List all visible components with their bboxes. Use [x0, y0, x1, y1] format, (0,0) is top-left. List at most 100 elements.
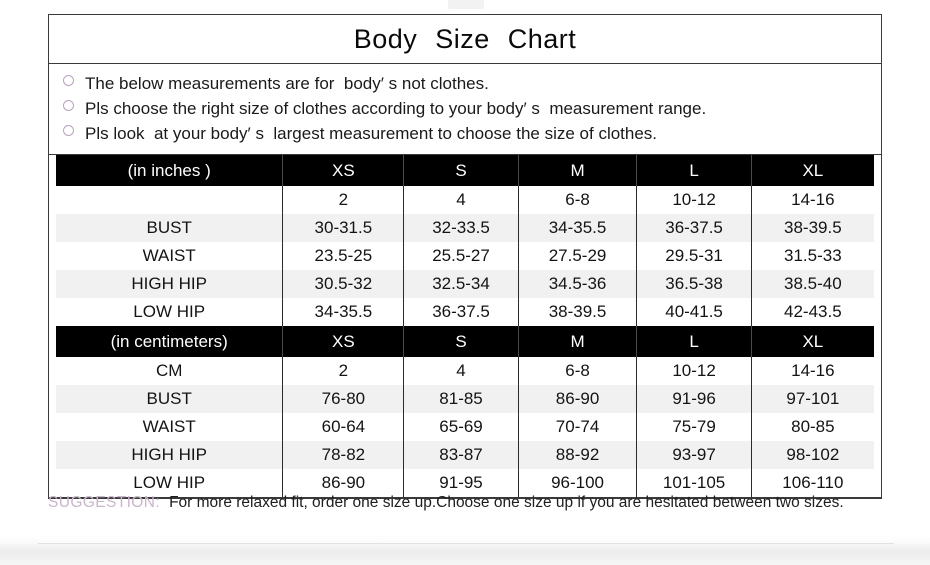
table-row: CM 2 4 6-8 10-12 14-16 [56, 357, 874, 385]
cell-value: 60-64 [282, 413, 405, 441]
cell-value: 10-12 [636, 186, 752, 214]
row-label: BUST [56, 214, 284, 242]
cell-value: 42-43.5 [750, 298, 874, 326]
table-row: HIGH HIP 30.5-32 32.5-34 34.5-36 36.5-38… [56, 270, 874, 298]
cell-value: 98-102 [750, 441, 874, 469]
cell-value: 2 [282, 186, 405, 214]
column-header-xs: XS [282, 155, 405, 186]
cell-value: 34-35.5 [517, 214, 638, 242]
table-row: BUST 30-31.5 32-33.5 34-35.5 36-37.5 38-… [56, 214, 874, 242]
bottom-shadow [0, 535, 930, 565]
cell-value: 88-92 [517, 441, 638, 469]
cell-value: 2 [282, 357, 405, 385]
cell-value: 86-90 [282, 469, 405, 497]
cell-value: 93-97 [636, 441, 752, 469]
cell-value: 106-110 [750, 469, 874, 497]
cell-value: 6-8 [517, 186, 638, 214]
suggestion-text: For more relaxed fit, order one size up.… [169, 494, 844, 511]
table-header-row-centimeters: (in centimeters) XS S M L XL [56, 326, 874, 357]
suggestion-row: SUGGESTION: For more relaxed fit, order … [48, 494, 882, 512]
table-row: BUST 76-80 81-85 86-90 91-96 97-101 [56, 385, 874, 413]
cell-value: 96-100 [517, 469, 638, 497]
cell-value: 36-37.5 [636, 214, 752, 242]
cell-value: 97-101 [750, 385, 874, 413]
cell-value: 36-37.5 [403, 298, 519, 326]
cell-value: 6-8 [517, 357, 638, 385]
cell-value: 86-90 [517, 385, 638, 413]
cell-value: 30-31.5 [282, 214, 405, 242]
unit-header-inches: (in inches ) [56, 155, 284, 186]
unit-header-centimeters: (in centimeters) [56, 326, 284, 357]
cell-value: 78-82 [282, 441, 405, 469]
cell-value: 4 [403, 357, 519, 385]
column-header-l: L [636, 155, 752, 186]
cell-value: 65-69 [403, 413, 519, 441]
row-label: LOW HIP [56, 469, 284, 497]
cell-value: 10-12 [636, 357, 752, 385]
column-header-m: M [517, 155, 638, 186]
cell-value: 40-41.5 [636, 298, 752, 326]
row-label: BUST [56, 385, 284, 413]
row-label: HIGH HIP [56, 270, 284, 298]
column-header-s: S [403, 326, 519, 357]
cell-value: 70-74 [517, 413, 638, 441]
column-header-xl: XL [750, 326, 874, 357]
cell-value: 80-85 [750, 413, 874, 441]
table-row: HIGH HIP 78-82 83-87 88-92 93-97 98-102 [56, 441, 874, 469]
cell-value: 34-35.5 [282, 298, 405, 326]
measurements-table: (in inches ) XS S M L XL 2 4 6-8 10-12 1… [56, 155, 874, 497]
cell-value: 29.5-31 [636, 242, 752, 270]
row-label: WAIST [56, 413, 284, 441]
cell-value: 23.5-25 [282, 242, 405, 270]
column-header-xl: XL [750, 155, 874, 186]
table-row: WAIST 60-64 65-69 70-74 75-79 80-85 [56, 413, 874, 441]
cell-value: 14-16 [750, 357, 874, 385]
bullet-circle-icon [63, 75, 74, 86]
top-clipped-artifact [448, 0, 484, 9]
bullet-circle-icon [63, 100, 74, 111]
column-header-m: M [517, 326, 638, 357]
bullet-circle-icon [63, 125, 74, 136]
notes-list: The below measurements are for body′ s n… [49, 64, 881, 155]
cell-value: 25.5-27 [403, 242, 519, 270]
suggestion-label: SUGGESTION: [48, 494, 161, 511]
row-label [56, 186, 284, 214]
table-header-row-inches: (in inches ) XS S M L XL [56, 155, 874, 186]
note-item: Pls look at your body′ s largest measure… [63, 121, 881, 146]
cell-value: 38-39.5 [750, 214, 874, 242]
bottom-divider [38, 543, 894, 544]
cell-value: 83-87 [403, 441, 519, 469]
page-title: Body Size Chart [353, 23, 577, 54]
cell-value: 32.5-34 [403, 270, 519, 298]
measurements-table-wrapper: (in inches ) XS S M L XL 2 4 6-8 10-12 1… [49, 155, 881, 498]
note-text: Pls choose the right size of clothes acc… [85, 99, 707, 118]
table-row: WAIST 23.5-25 25.5-27 27.5-29 29.5-31 31… [56, 242, 874, 270]
cell-value: 75-79 [636, 413, 752, 441]
cell-value: 36.5-38 [636, 270, 752, 298]
note-item: The below measurements are for body′ s n… [63, 71, 881, 96]
cell-value: 101-105 [636, 469, 752, 497]
row-label: HIGH HIP [56, 441, 284, 469]
size-chart-card: Body Size Chart The below measurements a… [48, 14, 882, 499]
cell-value: 27.5-29 [517, 242, 638, 270]
row-label: WAIST [56, 242, 284, 270]
column-header-l: L [636, 326, 752, 357]
cell-value: 38.5-40 [750, 270, 874, 298]
cell-value: 91-96 [636, 385, 752, 413]
table-row: LOW HIP 86-90 91-95 96-100 101-105 106-1… [56, 469, 874, 497]
table-row: 2 4 6-8 10-12 14-16 [56, 186, 874, 214]
note-item: Pls choose the right size of clothes acc… [63, 96, 881, 121]
cell-value: 91-95 [403, 469, 519, 497]
cell-value: 31.5-33 [750, 242, 874, 270]
column-header-s: S [403, 155, 519, 186]
cell-value: 30.5-32 [282, 270, 405, 298]
cell-value: 14-16 [750, 186, 874, 214]
title-bar: Body Size Chart [49, 15, 881, 64]
row-label: LOW HIP [56, 298, 284, 326]
cell-value: 34.5-36 [517, 270, 638, 298]
note-text: The below measurements are for body′ s n… [85, 74, 489, 93]
note-text: Pls look at your body′ s largest measure… [85, 124, 658, 143]
column-header-xs: XS [282, 326, 405, 357]
row-label: CM [56, 357, 284, 385]
